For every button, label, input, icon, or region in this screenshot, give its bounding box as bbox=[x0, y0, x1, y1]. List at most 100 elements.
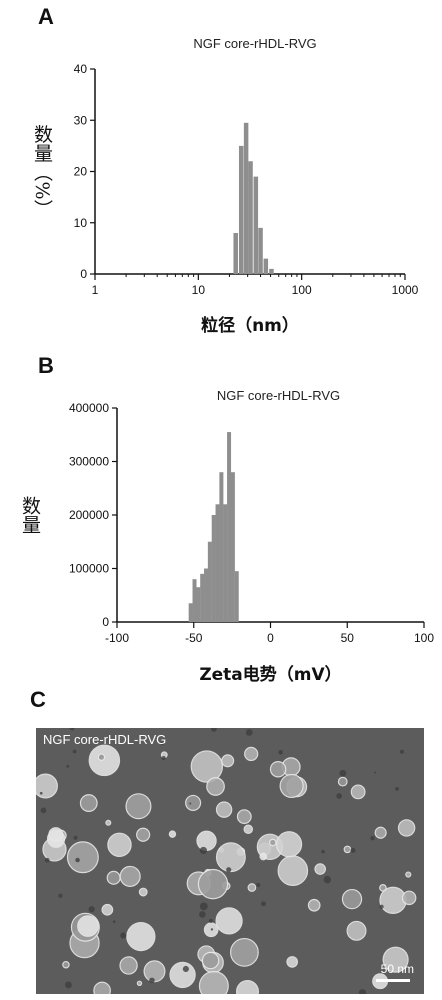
tem-particle bbox=[229, 937, 259, 967]
histogram-bar bbox=[234, 571, 239, 622]
tem-particle bbox=[405, 871, 412, 878]
tem-speck bbox=[72, 749, 77, 754]
histogram-bar bbox=[192, 579, 197, 622]
histogram-bar bbox=[207, 541, 212, 622]
histogram-bar bbox=[223, 504, 228, 622]
y-tick-label: 10 bbox=[74, 216, 88, 230]
tem-particle bbox=[136, 827, 151, 842]
histogram-bar bbox=[263, 258, 269, 274]
tem-particle bbox=[119, 956, 138, 975]
y-tick-label: 0 bbox=[80, 267, 87, 281]
tem-speck bbox=[66, 764, 70, 768]
x-tick-label: 100 bbox=[414, 631, 434, 645]
tem-speck bbox=[75, 857, 80, 863]
tem-particle bbox=[79, 794, 98, 812]
x-tick-label: 10 bbox=[192, 283, 206, 297]
tem-particle bbox=[275, 831, 303, 858]
tem-particle bbox=[382, 946, 409, 973]
histogram-bar bbox=[211, 515, 216, 622]
histogram-bar bbox=[243, 122, 249, 274]
tem-particle bbox=[307, 898, 321, 912]
x-axis-label: 粒径（nm） bbox=[201, 315, 299, 336]
tem-speck bbox=[358, 989, 367, 994]
tem-particle bbox=[379, 886, 407, 914]
tem-particle bbox=[286, 956, 299, 968]
tem-speck bbox=[370, 836, 375, 841]
histogram-bar bbox=[253, 176, 259, 274]
tem-particle bbox=[259, 852, 268, 861]
scale-bar bbox=[376, 979, 410, 982]
histogram-bar bbox=[200, 573, 205, 622]
tem-particle bbox=[97, 753, 106, 761]
tem-speck bbox=[339, 769, 347, 777]
tem-speck bbox=[65, 981, 72, 989]
tem-speck bbox=[323, 875, 332, 884]
histogram-bar bbox=[215, 504, 220, 622]
histogram-bar bbox=[238, 145, 244, 274]
tem-speck bbox=[160, 741, 165, 745]
tem-particle bbox=[341, 888, 363, 910]
tem-speck bbox=[73, 835, 78, 840]
y-tick-label: 20 bbox=[74, 165, 88, 179]
x-tick-label: 50 bbox=[341, 631, 355, 645]
tem-speck bbox=[149, 977, 155, 984]
tem-particle bbox=[277, 855, 309, 887]
tem-speck bbox=[58, 893, 63, 898]
panel-a-label: A bbox=[38, 4, 54, 29]
tem-particle bbox=[168, 830, 177, 838]
tem-speck bbox=[261, 901, 267, 907]
chart-title: NGF core-rHDL-RVG bbox=[193, 36, 316, 51]
tem-speck bbox=[189, 802, 192, 805]
histogram-bar bbox=[188, 603, 193, 622]
y-axis-label: 数量（%） bbox=[31, 124, 53, 218]
tem-particle bbox=[62, 960, 70, 969]
y-tick-label: 30 bbox=[74, 113, 88, 127]
tem-particle bbox=[143, 960, 166, 983]
tem-speck bbox=[379, 904, 384, 909]
tem-particle bbox=[66, 841, 99, 874]
y-tick-label: 40 bbox=[74, 62, 88, 76]
tem-particle bbox=[314, 863, 326, 875]
tem-particle bbox=[269, 760, 287, 778]
tem-particle bbox=[107, 832, 132, 858]
tem-particle bbox=[136, 980, 143, 986]
histogram-bar bbox=[233, 233, 238, 274]
tem-particle bbox=[190, 750, 224, 783]
tem-speck bbox=[374, 771, 377, 774]
histogram-bar bbox=[204, 568, 209, 622]
tem-particle bbox=[105, 819, 112, 826]
tem-speck bbox=[350, 847, 356, 853]
x-tick-label: -100 bbox=[105, 631, 129, 645]
tem-speck bbox=[88, 906, 95, 913]
y-tick-label: 100000 bbox=[69, 562, 109, 576]
tem-particle bbox=[215, 907, 243, 935]
tem-particle bbox=[236, 809, 252, 825]
y-axis-label: 数量 bbox=[19, 496, 41, 534]
tem-particle bbox=[215, 801, 233, 818]
x-tick-label: 100 bbox=[292, 283, 312, 297]
tem-speck bbox=[226, 867, 232, 873]
tem-caption: NGF core-rHDL-RVG bbox=[43, 732, 167, 747]
tem-particle bbox=[279, 773, 304, 798]
tem-particle bbox=[101, 903, 114, 916]
tem-speck bbox=[44, 857, 50, 863]
histogram-bar bbox=[219, 472, 224, 622]
tem-micrograph: NGF core-rHDL-RVG 50 nm bbox=[36, 728, 424, 994]
tem-speck bbox=[161, 755, 166, 760]
tem-speck bbox=[208, 918, 213, 923]
tem-particle bbox=[201, 951, 220, 970]
histogram-bar bbox=[269, 268, 274, 274]
scale-bar-label: 50 nm bbox=[380, 962, 414, 976]
tem-particles bbox=[36, 728, 424, 994]
tem-particle bbox=[138, 887, 148, 897]
tem-speck bbox=[336, 793, 342, 799]
panel-b-label: B bbox=[38, 353, 54, 378]
tem-particle bbox=[350, 784, 366, 800]
histogram-bar bbox=[196, 587, 201, 622]
particle-size-histogram: NGF core-rHDL-RVG 0 10 20 30 40 1 10 100 1000 数量（%… bbox=[31, 36, 419, 336]
tem-particle bbox=[236, 980, 259, 994]
panel-c-label: C bbox=[30, 687, 46, 712]
tem-speck bbox=[256, 882, 261, 888]
zeta-potential-histogram: NGF core-rHDL-RVG 0 100000 200000 300000 4000… bbox=[19, 388, 434, 685]
histogram-bar bbox=[258, 227, 263, 274]
